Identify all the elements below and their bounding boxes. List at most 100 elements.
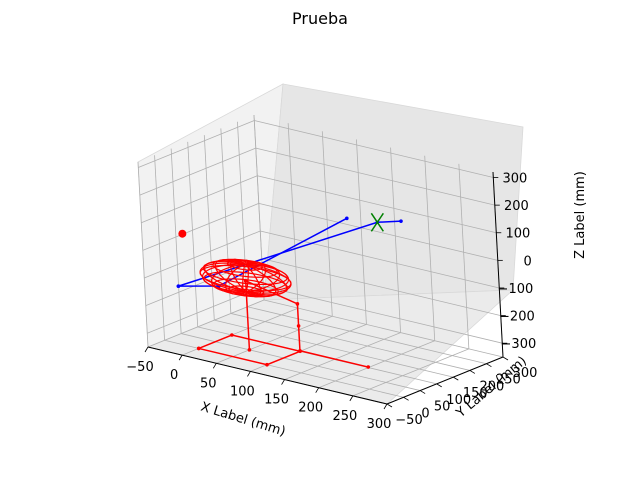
- y-tick-mark: [436, 383, 442, 388]
- grid-back-x: [458, 163, 470, 349]
- x-tick-mark: [383, 403, 388, 410]
- z-tick-label: −100: [498, 282, 534, 297]
- y-tick-label: −50: [395, 413, 422, 428]
- grid-left-z: [142, 202, 259, 251]
- x-tick-mark: [247, 371, 251, 377]
- ellipsoid-longitude: [230, 258, 247, 293]
- x-tick-label: 200: [298, 401, 323, 416]
- z-tick-label: −300: [501, 337, 537, 352]
- ellipsoid-longitude: [214, 259, 247, 293]
- grid-floor-y: [263, 299, 504, 358]
- y-tick-label: 150: [463, 386, 488, 401]
- y-tick-mark: [453, 376, 459, 381]
- x-tick-label: 0: [170, 368, 178, 383]
- grid-back-z: [254, 120, 494, 178]
- grid-floor-x: [284, 332, 401, 380]
- y-tick-mark: [469, 370, 476, 374]
- y-tick-mark: [419, 390, 426, 394]
- y-tick-label: 300: [513, 366, 538, 381]
- y-tick-label: 0: [421, 406, 429, 421]
- grid-back-z: [263, 285, 503, 344]
- ellipsoid-longitude: [242, 264, 247, 297]
- x-tick-mark: [178, 354, 183, 361]
- grid-left-y: [154, 155, 165, 341]
- x-tick-mark: [315, 387, 320, 393]
- ellipsoid-longitude: [244, 261, 267, 293]
- chart-title: Prueba: [292, 9, 348, 28]
- z-axis-label: Z Label (mm): [573, 171, 588, 259]
- series-x-marker-b: [370, 212, 384, 232]
- x-tick-label: 300: [367, 417, 392, 432]
- grid-left-z: [144, 230, 261, 279]
- x-tick-label: 150: [264, 393, 289, 408]
- series-vertex-1: [366, 365, 371, 369]
- axis-lines: [144, 171, 509, 410]
- ellipsoid-longitude: [244, 263, 292, 294]
- ellipsoid-longitude: [244, 263, 262, 298]
- y-tick-mark: [403, 396, 409, 401]
- grid-back-x: [356, 139, 367, 325]
- series-marker-4: [178, 229, 187, 238]
- y-tick-mark: [486, 363, 492, 368]
- y-tick-label: 200: [479, 379, 504, 394]
- x-tick-label: 250: [332, 409, 357, 424]
- series-vertex-3: [176, 284, 181, 288]
- y-tick-label: 50: [434, 400, 451, 415]
- z-tick-label: 200: [504, 199, 529, 214]
- grid-left-z: [138, 120, 255, 168]
- series-vertex-1: [296, 324, 301, 328]
- z-tick-label: 100: [505, 227, 530, 242]
- ellipsoid-longitude: [244, 263, 277, 298]
- series-vertex-2: [399, 219, 403, 223]
- grid-floor-x: [318, 340, 435, 389]
- series-vertex-1: [295, 302, 300, 306]
- grid-floor-y: [214, 319, 454, 378]
- grid-floor-y: [230, 313, 470, 371]
- x-tick-mark: [212, 363, 217, 369]
- grid-floor-x: [147, 299, 265, 348]
- grid-left-y: [170, 148, 182, 334]
- y-tick-label: 250: [496, 373, 521, 388]
- grid-back-x: [390, 147, 401, 333]
- x-tick-label: 50: [200, 376, 217, 391]
- z-tick-label: 300: [502, 172, 527, 187]
- series-vertex-1: [247, 348, 252, 352]
- x-tick-label: −50: [126, 360, 153, 375]
- series-vertex-0: [196, 346, 201, 351]
- grid-left-y: [187, 141, 199, 327]
- grid-floor-y: [247, 306, 487, 365]
- ellipsoid-longitude: [225, 263, 247, 295]
- grid-back-z: [258, 202, 498, 261]
- ellipsoid-longitude: [244, 263, 290, 293]
- grid-floor-y: [181, 333, 421, 391]
- grid-back-z: [257, 175, 497, 234]
- y-axis-line: [386, 356, 504, 405]
- grid-left-z: [141, 175, 258, 224]
- grid-back-z: [255, 147, 495, 206]
- y-tick-label: 100: [446, 393, 471, 408]
- x-axis-line: [147, 346, 388, 405]
- series-vertex-0: [265, 362, 269, 367]
- grid-left-z: [139, 147, 256, 196]
- pane-back: [263, 83, 524, 301]
- x-tick-mark: [144, 346, 149, 353]
- y-tick-mark: [502, 356, 509, 361]
- grid-left-y: [137, 161, 149, 348]
- grid-lines: [137, 114, 504, 405]
- x-tick-mark: [281, 379, 285, 385]
- grid-floor-x: [352, 348, 470, 397]
- x-tick-mark: [349, 395, 354, 402]
- z-axis-line: [492, 171, 504, 358]
- z-tick-label: −200: [499, 310, 535, 325]
- ellipsoid-longitude: [201, 263, 247, 293]
- grid-back-x: [424, 155, 436, 341]
- grid-left-y: [203, 135, 215, 321]
- grid-back-z: [261, 258, 501, 316]
- series-vertex-3: [345, 216, 349, 221]
- x-tick-label: 100: [230, 384, 255, 399]
- ellipsoid-longitude: [199, 262, 247, 293]
- z-tick-label: 0: [523, 254, 531, 269]
